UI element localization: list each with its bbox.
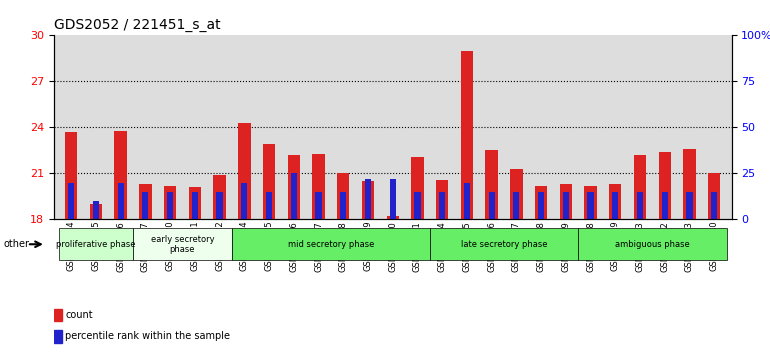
Bar (54, 330, 62, 343)
Text: percentile rank within the sample: percentile rank within the sample (65, 331, 230, 341)
Bar (362, 181, 374, 219)
Bar (485, 150, 497, 219)
Bar (637, 192, 643, 219)
Bar (387, 216, 399, 219)
Bar (390, 179, 396, 219)
Bar (514, 192, 520, 219)
Bar (213, 175, 226, 219)
Bar (488, 192, 494, 219)
Text: early secretory
phase: early secretory phase (151, 235, 214, 254)
Bar (313, 154, 325, 219)
Bar (365, 179, 371, 219)
Bar (464, 183, 470, 219)
Text: late secretory phase: late secretory phase (460, 240, 547, 249)
Bar (535, 186, 547, 219)
Bar (118, 183, 124, 219)
Bar (90, 204, 102, 219)
Bar (93, 201, 99, 219)
Bar (584, 186, 597, 219)
Bar (563, 192, 569, 219)
Bar (115, 131, 127, 219)
Bar (142, 192, 149, 219)
Bar (683, 149, 695, 219)
Bar (139, 184, 152, 219)
FancyBboxPatch shape (59, 228, 133, 260)
Text: ambiguous phase: ambiguous phase (615, 240, 690, 249)
Bar (538, 192, 544, 219)
Bar (708, 173, 721, 219)
Bar (634, 155, 646, 219)
Bar (560, 184, 572, 219)
Bar (460, 51, 473, 219)
Bar (414, 192, 420, 219)
Bar (266, 192, 272, 219)
Bar (439, 192, 445, 219)
Bar (686, 192, 692, 219)
FancyBboxPatch shape (133, 228, 232, 260)
Bar (711, 192, 718, 219)
Text: mid secretory phase: mid secretory phase (288, 240, 374, 249)
Bar (436, 179, 448, 219)
Bar (316, 192, 322, 219)
Bar (411, 156, 424, 219)
Text: other: other (4, 239, 30, 249)
FancyBboxPatch shape (232, 228, 430, 260)
Bar (65, 132, 78, 219)
Bar (192, 192, 198, 219)
Bar (288, 155, 300, 219)
Bar (291, 173, 297, 219)
Bar (216, 192, 223, 219)
FancyBboxPatch shape (430, 228, 578, 260)
Bar (54, 309, 62, 321)
Bar (167, 192, 173, 219)
Bar (511, 169, 523, 219)
Bar (238, 123, 250, 219)
Bar (588, 192, 594, 219)
Text: count: count (65, 310, 93, 320)
Text: proliferative phase: proliferative phase (56, 240, 136, 249)
Bar (609, 184, 621, 219)
Text: GDS2052 / 221451_s_at: GDS2052 / 221451_s_at (54, 18, 220, 32)
Bar (612, 192, 618, 219)
FancyBboxPatch shape (578, 228, 727, 260)
Bar (661, 192, 668, 219)
Bar (340, 192, 346, 219)
Bar (164, 186, 176, 219)
Bar (189, 187, 201, 219)
Bar (68, 183, 74, 219)
Bar (658, 152, 671, 219)
Bar (241, 183, 247, 219)
Bar (263, 144, 275, 219)
Bar (337, 173, 350, 219)
